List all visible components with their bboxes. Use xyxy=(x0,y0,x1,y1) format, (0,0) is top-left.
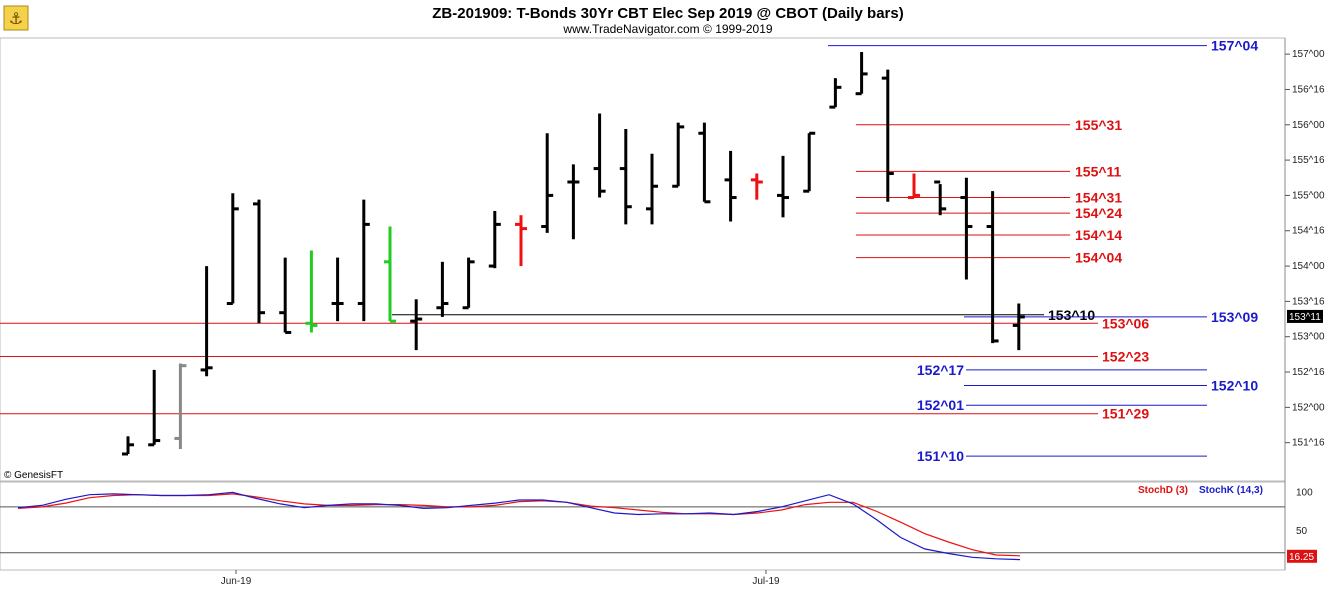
ohlc-bar xyxy=(750,173,763,200)
level-label: 153^06 xyxy=(1102,315,1149,331)
level-label: 151^29 xyxy=(1102,406,1149,422)
stoch-series-line xyxy=(17,493,1021,557)
ohlc-bar xyxy=(200,266,213,377)
ohlc-bar xyxy=(462,257,475,310)
trade-navigator-logo: ⚓ xyxy=(3,5,29,31)
ohlc-bar xyxy=(881,69,894,202)
level-label: 154^14 xyxy=(1075,227,1122,243)
level-label: 152^23 xyxy=(1102,348,1149,364)
price-bars xyxy=(122,52,1025,456)
ohlc-bar xyxy=(646,153,658,225)
level-label: 151^10 xyxy=(917,448,964,464)
ohlc-bar xyxy=(986,191,999,344)
level-label: 155^31 xyxy=(1075,117,1122,133)
chart-title: ZB-201909: T-Bonds 30Yr CBT Elec Sep 201… xyxy=(432,5,903,22)
stoch-last-badge xyxy=(1287,549,1317,563)
ohlc-bar xyxy=(724,150,737,222)
y-tick-label: 155^16 xyxy=(1292,155,1325,166)
ohlc-bar xyxy=(803,131,816,193)
date-axis: Jun-19 Jul-19 xyxy=(221,570,780,587)
ohlc-bar xyxy=(148,369,161,447)
ohlc-bar xyxy=(908,173,920,200)
ohlc-bar xyxy=(619,129,632,225)
ohlc-bar xyxy=(960,177,973,280)
level-label: 154^04 xyxy=(1075,250,1122,266)
ohlc-bar xyxy=(436,261,449,317)
ohlc-bar xyxy=(1012,303,1025,351)
stoch-series-line xyxy=(17,491,1021,561)
stoch-panel: 100 50 StochD (3) StochK (14,3) 16.25 xyxy=(0,485,1317,563)
svg-text:⚓: ⚓ xyxy=(9,9,23,28)
ohlc-bar xyxy=(226,193,239,306)
y-tick-label: 156^16 xyxy=(1292,84,1325,95)
level-label: 154^31 xyxy=(1075,190,1122,206)
y-tick-label: 153^00 xyxy=(1292,332,1325,343)
stoch-last-label: 16.25 xyxy=(1289,552,1314,563)
ohlc-bar xyxy=(331,257,344,322)
ohlc-bar xyxy=(410,299,423,351)
y-tick-label: 153^16 xyxy=(1292,296,1325,307)
y-tick-label: 155^00 xyxy=(1292,190,1325,201)
ohlc-bar xyxy=(488,210,501,269)
level-label: 152^01 xyxy=(917,397,964,413)
ohlc-bar xyxy=(567,164,580,240)
ohlc-bar xyxy=(279,257,292,334)
ohlc-bar xyxy=(174,363,187,450)
x-tick-label: Jun-19 xyxy=(221,576,252,587)
ohlc-bar xyxy=(122,436,134,456)
y-tick-label: 154^16 xyxy=(1292,226,1325,237)
copyright-label: © GenesisFT xyxy=(4,470,63,481)
level-label: 155^11 xyxy=(1075,163,1122,179)
last-price-badge xyxy=(1287,309,1323,323)
ohlc-bar xyxy=(357,199,370,322)
legend-stoch-d: StochD (3) xyxy=(1138,485,1188,496)
x-tick-label: Jul-19 xyxy=(752,576,780,587)
ohlc-bar xyxy=(253,199,265,324)
level-label: 152^10 xyxy=(1211,377,1258,393)
level-label: 157^04 xyxy=(1211,38,1258,54)
stoch-y-tick-label: 100 xyxy=(1296,488,1313,499)
y-tick-label: 154^00 xyxy=(1292,261,1325,272)
y-tick-label: 157^00 xyxy=(1292,49,1325,60)
y-tick-label: 152^00 xyxy=(1292,402,1325,413)
level-label: 154^24 xyxy=(1075,205,1122,221)
legend-stoch-k: StochK (14,3) xyxy=(1199,485,1263,496)
ohlc-bar xyxy=(515,215,527,267)
y-tick-label: 156^00 xyxy=(1292,120,1325,131)
price-axis: 151^16 152^00 152^16 153^00 153^16 154^00 154^… xyxy=(1285,49,1325,449)
ohlc-bar xyxy=(305,250,318,333)
ohlc-bar xyxy=(672,122,685,188)
ohlc-bar xyxy=(777,155,789,218)
level-label: 153^10 xyxy=(1048,307,1095,323)
ohlc-bar xyxy=(541,133,554,233)
chart-subtitle: www.TradeNavigator.com © 1999-2019 xyxy=(562,22,772,36)
ohlc-bar xyxy=(829,78,842,109)
y-tick-label: 152^16 xyxy=(1292,367,1325,378)
y-tick-label: 151^16 xyxy=(1292,438,1325,449)
level-label: 153^09 xyxy=(1211,309,1258,325)
ohlc-bar xyxy=(593,113,606,198)
ohlc-bar xyxy=(698,122,711,204)
ohlc-bar xyxy=(384,226,396,323)
ohlc-bar xyxy=(855,52,868,96)
last-price-label: 153^11 xyxy=(1289,312,1321,323)
level-label: 152^17 xyxy=(917,362,964,378)
ohlc-bar xyxy=(934,180,947,216)
stoch-y-tick-label: 50 xyxy=(1296,526,1308,537)
